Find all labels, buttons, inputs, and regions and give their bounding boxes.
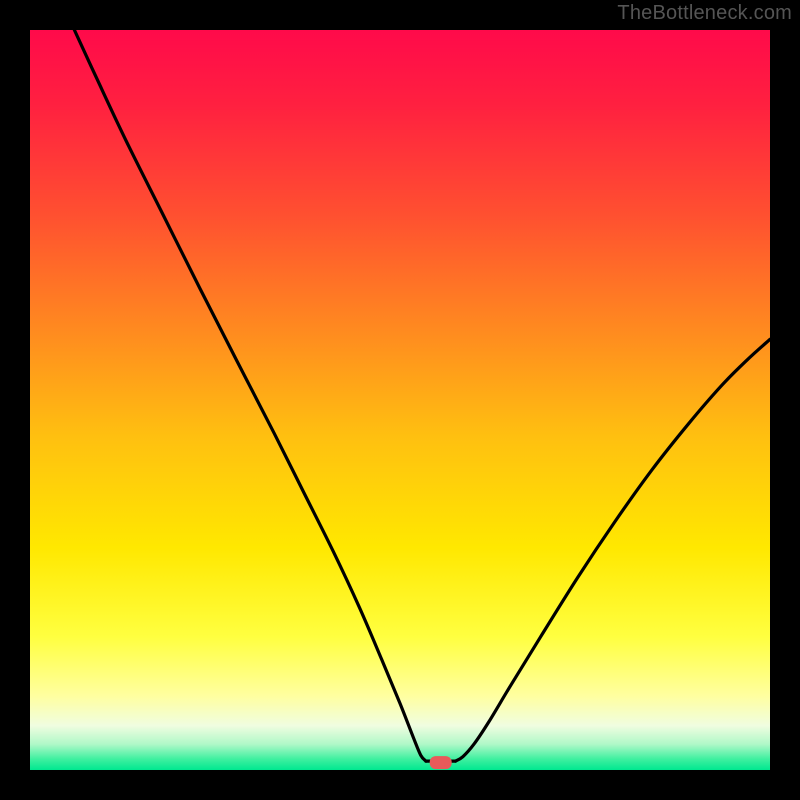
plot-svg (0, 0, 800, 800)
watermark-text: TheBottleneck.com (617, 2, 792, 25)
plot-background-gradient (30, 30, 770, 770)
chart-container: TheBottleneck.com (0, 0, 800, 800)
optimal-point-marker (430, 756, 452, 769)
